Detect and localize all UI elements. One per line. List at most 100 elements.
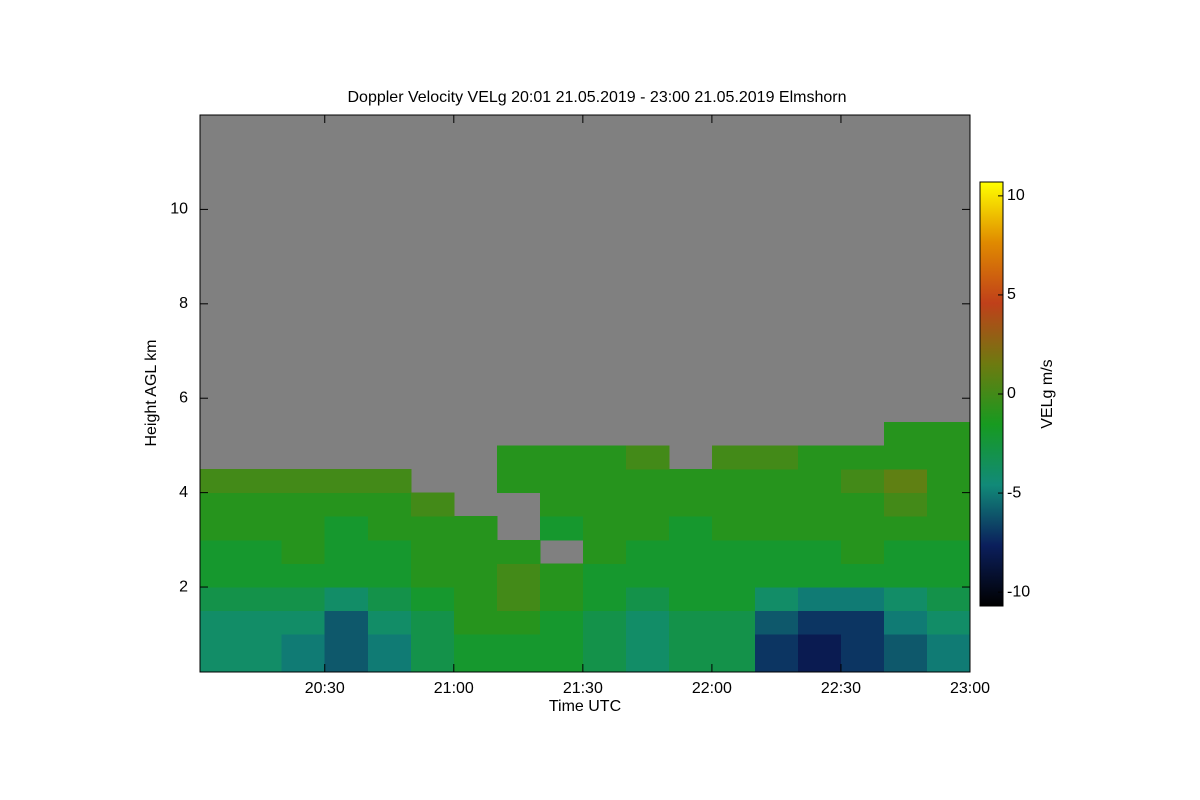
heatmap-cell [238,657,283,673]
heatmap-cell [539,587,584,612]
heatmap-cell [668,563,713,588]
heatmap-cell [496,657,541,673]
heatmap-cell [410,634,455,659]
heatmap-cell [840,469,885,494]
colorbar-tick-label: -10 [1007,583,1030,600]
heatmap-cell [324,563,369,588]
heatmap-cell [754,516,799,541]
heatmap-cell [582,634,627,659]
heatmap-cell [410,539,455,564]
heatmap-cell [367,634,412,659]
colorbar-tick-label: 10 [1007,187,1025,204]
heatmap-cell [840,634,885,659]
heatmap-cell [754,469,799,494]
x-tick-label: 23:00 [950,680,990,697]
chart-title: Doppler Velocity VELg 20:01 21.05.2019 -… [347,89,846,106]
heatmap-cell [926,421,971,446]
heatmap-cell [668,469,713,494]
heatmap-cell [496,563,541,588]
heatmap-cell [883,469,928,494]
heatmap-cell [281,492,326,517]
heatmap-cell [754,610,799,635]
heatmap-cell [840,445,885,470]
heatmap-cell [324,657,369,673]
heatmap-cell [625,516,670,541]
heatmap-cell [711,610,756,635]
heatmap-cell [668,587,713,612]
y-tick-label: 8 [179,295,188,312]
heatmap-cell [840,657,885,673]
heatmap-cell [367,610,412,635]
heatmap-cell [200,610,240,635]
heatmap-cell [711,587,756,612]
colorbar-label: VELg m/s [1039,359,1056,428]
heatmap-cell [883,563,928,588]
heatmap-cell [539,492,584,517]
heatmap-cell [797,610,842,635]
heatmap-cell [711,492,756,517]
heatmap-cell [926,634,971,659]
heatmap-cell [324,634,369,659]
heatmap-cell [926,610,971,635]
heatmap-cell [797,563,842,588]
heatmap-cell [324,539,369,564]
heatmap-cell [668,610,713,635]
heatmap-cell [883,634,928,659]
heatmap-cell [625,634,670,659]
heatmap-cell [754,657,799,673]
heatmap-cell [840,539,885,564]
heatmap-cell [625,610,670,635]
heatmap-cell [883,516,928,541]
heatmap-cell [582,445,627,470]
heatmap-cell [883,445,928,470]
heatmap-cell [625,587,670,612]
heatmap-cell [668,634,713,659]
heatmap-cell [926,587,971,612]
heatmap-cell [496,610,541,635]
x-tick-label: 22:00 [692,680,732,697]
heatmap-cell [754,539,799,564]
heatmap-cell [324,610,369,635]
heatmap-cell [281,657,326,673]
heatmap-cell [410,492,455,517]
x-tick-label: 20:30 [305,680,345,697]
heatmap-cell [711,516,756,541]
heatmap-cell [840,610,885,635]
heatmap-cell [200,563,240,588]
heatmap-cell [926,539,971,564]
heatmap-cell [200,634,240,659]
heatmap-cell [238,563,283,588]
heatmap-cell [410,610,455,635]
heatmap-cell [539,469,584,494]
heatmap-cell [625,445,670,470]
heatmap-cell [453,539,498,564]
heatmap-cell [539,610,584,635]
heatmap-cell [797,657,842,673]
heatmap-cell [200,492,240,517]
heatmap-cell [883,421,928,446]
y-tick-label: 2 [179,578,188,595]
heatmap-cell [281,469,326,494]
heatmap-cell [582,516,627,541]
heatmap-cell [582,657,627,673]
heatmap-cell [410,587,455,612]
heatmap-cell [238,492,283,517]
heatmap-cell [496,469,541,494]
heatmap-cell [238,469,283,494]
heatmap-cell [926,492,971,517]
heatmap-cell [926,469,971,494]
heatmap-cell [539,634,584,659]
heatmap-cell [926,657,971,673]
heatmap-cell [281,516,326,541]
heatmap-cell [453,516,498,541]
heatmap-cell [711,469,756,494]
heatmap-cell [238,587,283,612]
heatmap-cell [367,539,412,564]
heatmap-cell [238,516,283,541]
heatmap-cell [367,516,412,541]
heatmap-cell [453,634,498,659]
heatmap-cell [453,563,498,588]
heatmap-cell [281,587,326,612]
heatmap-cell [754,587,799,612]
